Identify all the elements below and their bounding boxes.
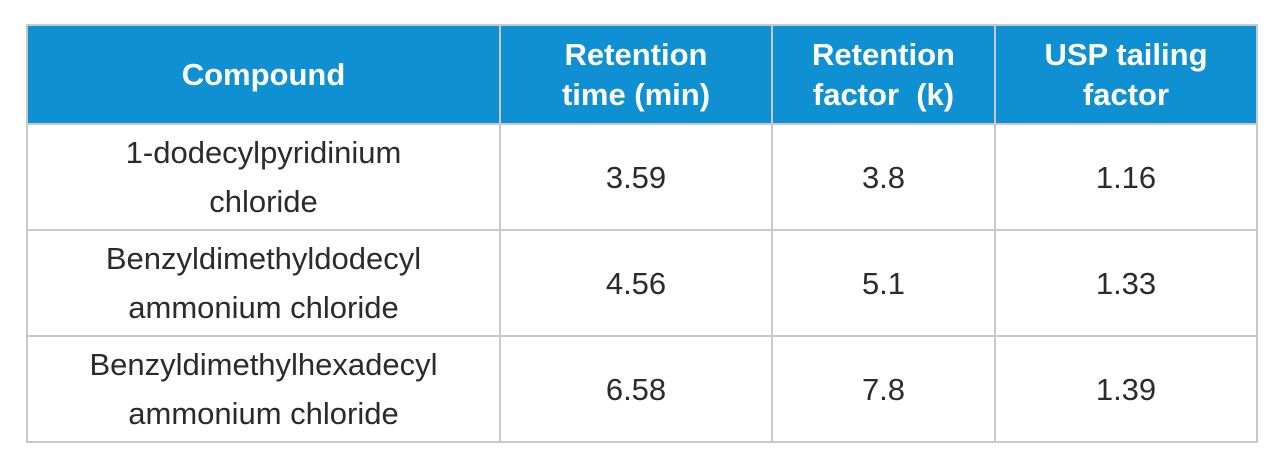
header-retention-factor-line2: factor (k) (812, 76, 955, 112)
table-row: 1-dodecylpyridinium chloride 3.59 3.8 1.… (26, 123, 1258, 231)
header-retention-factor-line1: Retention (812, 36, 955, 72)
tailing-factor-cell: 1.16 (994, 123, 1258, 231)
compound-name-line2: ammonium chloride (128, 290, 399, 325)
table-header: Compound Retention time (min) Retention … (26, 24, 1258, 124)
header-retention-factor: Retention factor (k) (771, 24, 996, 124)
retention-time-cell: 4.56 (499, 229, 773, 337)
table-row: Benzyldimethylhexadecyl ammonium chlorid… (26, 335, 1258, 443)
compound-cell: Benzyldimethyldodecyl ammonium chloride (26, 229, 501, 337)
table-row: Benzyldimethyldodecyl ammonium chloride … (26, 229, 1258, 337)
table-body: 1-dodecylpyridinium chloride 3.59 3.8 1.… (26, 123, 1258, 443)
compound-name-line1: 1-dodecylpyridinium (125, 135, 402, 170)
tailing-factor-cell: 1.33 (994, 229, 1258, 337)
compound-cell: 1-dodecylpyridinium chloride (26, 123, 501, 231)
header-tailing-factor-line1: USP tailing (1044, 36, 1208, 72)
tailing-factor-cell: 1.39 (994, 335, 1258, 443)
retention-time-cell: 6.58 (499, 335, 773, 443)
retention-time-cell: 3.59 (499, 123, 773, 231)
header-retention-time-line1: Retention (564, 36, 708, 72)
compound-name-line2: chloride (209, 184, 318, 219)
header-retention-time-line2: time (min) (561, 76, 711, 112)
retention-factor-cell: 5.1 (771, 229, 996, 337)
compound-cell: Benzyldimethylhexadecyl ammonium chlorid… (26, 335, 501, 443)
retention-factor-cell: 7.8 (771, 335, 996, 443)
header-compound-label: Compound (181, 56, 346, 92)
results-table: Compound Retention time (min) Retention … (26, 24, 1258, 443)
compound-name-line1: Benzyldimethyldodecyl (105, 241, 422, 276)
header-tailing-factor: USP tailing factor (994, 24, 1258, 124)
header-row: Compound Retention time (min) Retention … (26, 24, 1258, 124)
compound-name-line1: Benzyldimethylhexadecyl (89, 347, 438, 382)
header-compound: Compound (26, 24, 501, 124)
header-tailing-factor-line2: factor (1082, 76, 1170, 112)
header-retention-time: Retention time (min) (499, 24, 773, 124)
compound-name-line2: ammonium chloride (128, 396, 399, 431)
retention-factor-cell: 3.8 (771, 123, 996, 231)
